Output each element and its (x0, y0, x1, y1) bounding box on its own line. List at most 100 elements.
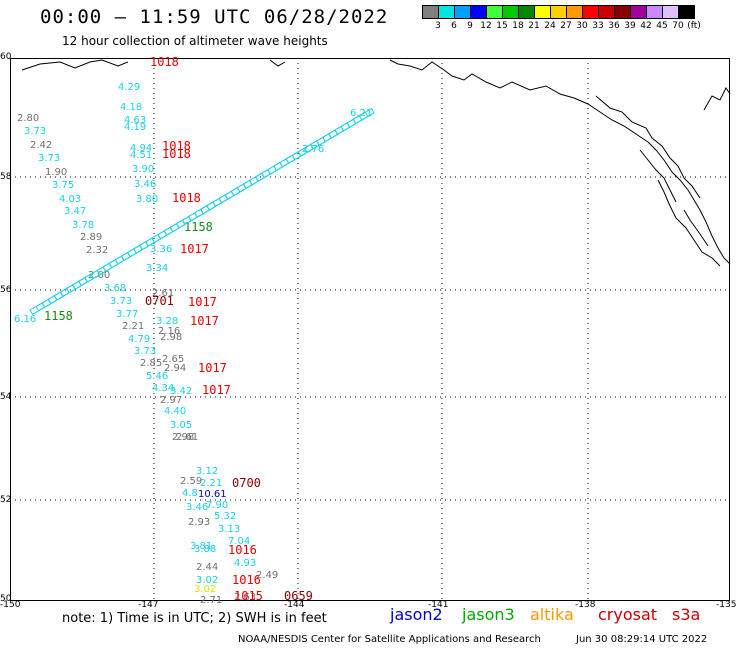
time-label: 1016 (232, 573, 261, 587)
time-label: 1017 (202, 383, 231, 397)
latitude-label: 60 (0, 52, 12, 62)
wave-height-label: 4.79 (128, 334, 150, 345)
satellite-legend-cryosat: cryosat (598, 605, 658, 624)
map-frame (10, 58, 730, 601)
wave-height-label: 2.93 (188, 517, 210, 528)
longitude-label: -147 (138, 600, 159, 610)
wave-height-label: 4.51 (130, 150, 152, 161)
colorbar-label: 42 (640, 21, 652, 31)
wave-height-label: 3.02 (194, 584, 216, 595)
wave-height-label: 4.03 (59, 194, 81, 205)
altimeter-track (29, 107, 375, 316)
wave-height-label: 3.13 (218, 524, 240, 535)
time-label: 1018 (172, 191, 201, 205)
wave-height-label: 3.73 (110, 296, 132, 307)
wave-height-label: 7.04 (228, 536, 250, 547)
time-label: 0700 (232, 476, 261, 490)
wave-height-label: 4.29 (118, 82, 140, 93)
wave-height-label: 2.98 (160, 332, 182, 343)
time-label: 1017 (188, 295, 217, 309)
wave-height-label: 10.61 (198, 489, 227, 500)
wave-height-label: 6.21 (350, 108, 372, 119)
colorbar-label: (ft) (687, 21, 701, 31)
wave-height-label: 3.34 (146, 263, 168, 274)
longitude-label: -150 (0, 600, 21, 610)
colorbar (422, 5, 695, 19)
wave-height-label: 2.61 (176, 432, 198, 443)
longitude-label: -138 (575, 600, 596, 610)
colorbar-label: 3 (435, 21, 441, 31)
colorbar-swatch (678, 5, 695, 19)
latitude-label: 52 (0, 495, 12, 505)
colorbar-label: 9 (467, 21, 473, 31)
wave-height-label: 3.42 (170, 386, 192, 397)
time-label: 0659 (284, 589, 313, 603)
wave-height-label: 3.80 (136, 194, 158, 205)
satellite-legend-jason2: jason2 (390, 605, 443, 624)
wave-height-label: 2.42 (30, 140, 52, 151)
wave-height-label: 4.34 (152, 383, 174, 394)
wave-height-label: 3.75 (52, 180, 74, 191)
wave-height-label: 2.80 (17, 113, 39, 124)
colorbar-label: 30 (576, 21, 588, 31)
wave-height-label: 2.85 (140, 358, 162, 369)
longitude-label: -135 (716, 600, 737, 610)
colorbar-label: 24 (544, 21, 556, 31)
wave-height-label: 2.21 (122, 321, 144, 332)
wave-height-label: 2.71 (200, 595, 222, 606)
wave-height-label: 3.36 (150, 244, 172, 255)
time-label: 1017 (190, 314, 219, 328)
wave-height-label: 2.16 (158, 326, 180, 337)
longitude-label: -144 (284, 600, 305, 610)
wave-height-label: 3.02 (196, 575, 218, 586)
wave-height-label: 2.94 (164, 363, 186, 374)
wave-height-label: 2.98 (172, 432, 194, 443)
time-label: 1015 (234, 589, 263, 603)
wave-height-label: 3.90 (132, 164, 154, 175)
wave-height-label: 4.8 (182, 488, 198, 499)
wave-height-label: 3.68 (104, 283, 126, 294)
wave-height-label: 3.28 (156, 316, 178, 327)
wave-height-label: 1.90 (45, 167, 67, 178)
wave-height-label: 4.19 (124, 122, 146, 133)
wave-height-label: 7.90 (206, 500, 228, 511)
latitude-label: 50 (0, 594, 12, 604)
wave-height-label: 3.73 (38, 153, 60, 164)
wave-height-label: 3.73 (24, 126, 46, 137)
wave-height-label: 2.21 (200, 478, 222, 489)
map-title: 00:00 — 11:59 UTC 06/28/2022 (40, 6, 389, 28)
satellite-legend-s3a: s3a (672, 605, 701, 624)
wave-height-label: 3.47 (64, 206, 86, 217)
wave-height-label: 4.93 (234, 558, 256, 569)
footer-timestamp: Jun 30 08:29:14 UTC 2022 (576, 634, 708, 645)
alaska-coastline (21, 59, 731, 267)
footer-note: note: 1) Time is in UTC; 2) SWH is in fe… (62, 611, 327, 626)
wave-height-label: 3.12 (196, 466, 218, 477)
time-label: 1017 (198, 361, 227, 375)
wave-height-label: 2.59 (180, 476, 202, 487)
track-point (358, 107, 375, 121)
wave-height-label: 2.61 (152, 288, 174, 299)
wave-height-label: 3.81 (190, 541, 212, 552)
colorbar-label: 15 (496, 21, 508, 31)
wave-height-label: 4.94 (130, 143, 152, 154)
wave-height-label: 3.46 (186, 502, 208, 513)
colorbar-label: 6 (451, 21, 457, 31)
longitude-label: -141 (428, 600, 449, 610)
colorbar-labels: 3 6 9 12 15 18 21 24 27 30 33 36 39 42 45 70 (ft) (422, 21, 734, 33)
wave-height-label: 3.88 (194, 544, 216, 555)
wave-height-label: 2.44 (196, 562, 218, 573)
wave-height-label: 3.73 (134, 346, 156, 357)
colorbar-label: 33 (592, 21, 604, 31)
time-label: 1016 (228, 543, 257, 557)
satellite-legend-altika: altika (530, 605, 574, 624)
time-label: 1018 (162, 139, 191, 153)
time-label: 1158 (184, 220, 213, 234)
latitude-label: 58 (0, 172, 12, 182)
wave-height-label: 4.40 (164, 406, 186, 417)
colorbar-label: 21 (528, 21, 540, 31)
wave-height-label: 3.46 (134, 179, 156, 190)
colorbar-label: 39 (624, 21, 636, 31)
colorbar-label: 45 (656, 21, 668, 31)
